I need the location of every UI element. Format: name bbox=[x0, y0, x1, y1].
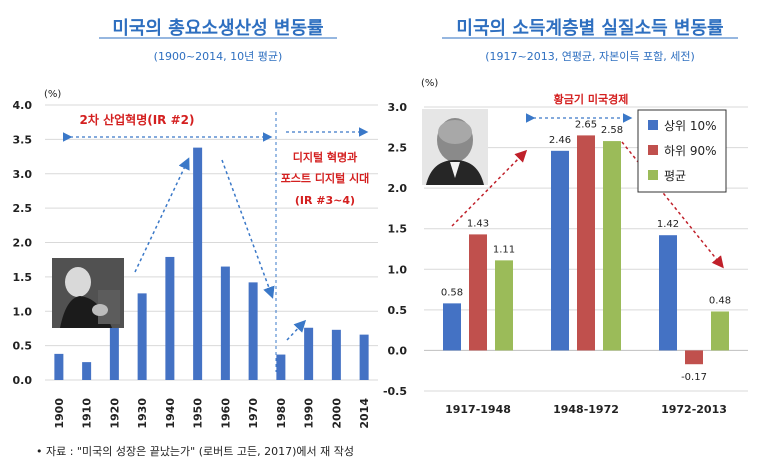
legend-label-bottom90: 하위 90% bbox=[664, 144, 717, 158]
right-y-tick-label: 2.5 bbox=[388, 142, 408, 155]
recent-rise-arrow bbox=[286, 319, 307, 341]
right-y-tick-label: -0.5 bbox=[383, 385, 407, 398]
left-bar bbox=[331, 329, 341, 380]
left-x-tick-label: 1950 bbox=[192, 398, 205, 429]
right-data-label: 0.48 bbox=[709, 295, 731, 306]
left-bar bbox=[165, 256, 175, 380]
left-bar bbox=[109, 311, 119, 380]
legend-swatch-bottom90 bbox=[648, 145, 658, 155]
right-chart-subtitle: (1917~2013, 연평균, 자본이득 포함, 세전) bbox=[485, 50, 695, 63]
left-bar bbox=[276, 354, 286, 380]
right-bar bbox=[685, 350, 703, 365]
right-y-tick-label: 0.0 bbox=[388, 344, 408, 357]
left-y-tick-label: 3.0 bbox=[13, 168, 33, 181]
right-y-tick-label: 1.5 bbox=[388, 223, 408, 236]
left-y-tick-label: 1.0 bbox=[13, 305, 33, 318]
left-y-tick-label: 3.5 bbox=[13, 133, 33, 146]
income-rise-arrow bbox=[451, 149, 528, 227]
legend-swatch-top10 bbox=[648, 120, 658, 130]
right-data-label: 2.58 bbox=[601, 125, 623, 136]
legend-label-top10: 상위 10% bbox=[664, 119, 717, 133]
left-x-tick-label: 1930 bbox=[136, 398, 149, 429]
left-x-tick-label: 1900 bbox=[53, 398, 66, 429]
annotation-ir2: 2차 산업혁명(IR #2) bbox=[80, 112, 195, 127]
legend-swatch-average bbox=[648, 170, 658, 180]
left-bar bbox=[193, 147, 203, 380]
portrait-photo-left bbox=[52, 258, 124, 328]
right-data-label: -0.17 bbox=[681, 372, 707, 383]
right-bar bbox=[469, 234, 487, 351]
left-x-tick-label: 1970 bbox=[247, 398, 260, 429]
left-y-tick-label: 2.0 bbox=[13, 237, 33, 250]
rise-arrow bbox=[134, 157, 190, 273]
right-data-label: 1.11 bbox=[493, 244, 515, 255]
legend-label-average: 평균 bbox=[664, 169, 686, 183]
left-bar bbox=[137, 293, 147, 380]
right-legend: 상위 10% 하위 90% 평균 bbox=[637, 109, 727, 193]
left-x-tick-label: 1980 bbox=[275, 398, 288, 429]
left-y-tick-label: 0.5 bbox=[13, 340, 33, 353]
left-y-tick-label: 4.0 bbox=[13, 99, 33, 112]
right-bar bbox=[443, 303, 461, 351]
right-y-tick-label: 1.0 bbox=[388, 263, 408, 276]
left-bar bbox=[359, 334, 369, 380]
left-x-tick-label: 1920 bbox=[108, 398, 121, 429]
right-data-label: 1.43 bbox=[467, 218, 489, 229]
source-note: • 자료 : "미국의 성장은 끝났는가" (로버트 고든, 2017)에서 재… bbox=[36, 445, 354, 458]
right-x-tick-label: 1948-1972 bbox=[553, 403, 619, 416]
left-x-tick-label: 1990 bbox=[303, 398, 316, 429]
right-data-label: 2.65 bbox=[575, 119, 597, 130]
left-chart-subtitle: (1900~2014, 10년 평균) bbox=[154, 50, 283, 63]
right-y-unit: (%) bbox=[421, 78, 438, 89]
right-x-tick-label: 1972-2013 bbox=[661, 403, 727, 416]
left-bar bbox=[82, 362, 92, 380]
portrait-photo-right bbox=[422, 109, 488, 185]
left-bar bbox=[248, 282, 258, 380]
left-y-unit: (%) bbox=[44, 89, 61, 100]
left-y-tick-label: 2.5 bbox=[13, 202, 33, 215]
left-bar bbox=[220, 266, 230, 380]
right-y-tick-label: 2.0 bbox=[388, 182, 408, 195]
right-data-label: 1.42 bbox=[657, 219, 679, 230]
annotation-digital-1: 디지털 혁명과 bbox=[293, 150, 358, 164]
left-y-tick-label: 1.5 bbox=[13, 271, 33, 284]
left-y-tick-label: 0.0 bbox=[13, 374, 33, 387]
right-data-label: 0.58 bbox=[441, 287, 463, 298]
left-x-tick-label: 1960 bbox=[219, 398, 232, 429]
right-x-tick-label: 1917-1948 bbox=[445, 403, 511, 416]
right-bar bbox=[711, 311, 729, 351]
annotation-digital-2: 포스트 디지털 시대 bbox=[281, 171, 370, 185]
annotation-digital-3: (IR #3~4) bbox=[295, 194, 355, 207]
right-bar bbox=[659, 235, 677, 351]
left-x-tick-label: 1940 bbox=[164, 398, 177, 429]
right-chart-title: 미국의 소득계층별 실질소득 변동률 bbox=[456, 18, 723, 39]
left-bar bbox=[304, 327, 314, 380]
left-x-tick-label: 1910 bbox=[81, 398, 94, 429]
left-x-tick-label: 2014 bbox=[358, 398, 371, 429]
right-y-tick-label: 3.0 bbox=[388, 101, 408, 114]
fall-arrow bbox=[221, 159, 275, 299]
left-bar bbox=[54, 353, 64, 380]
right-data-label: 2.46 bbox=[549, 135, 571, 146]
left-x-tick-label: 2000 bbox=[330, 398, 343, 429]
right-bar bbox=[495, 260, 513, 351]
right-y-tick-label: 0.5 bbox=[388, 304, 408, 317]
right-bar bbox=[577, 135, 595, 351]
right-bar bbox=[603, 141, 621, 351]
right-bar bbox=[551, 150, 569, 351]
left-chart-title: 미국의 총요소생산성 변동률 bbox=[112, 18, 323, 39]
annotation-golden-age: 황금기 미국경제 bbox=[554, 92, 629, 106]
